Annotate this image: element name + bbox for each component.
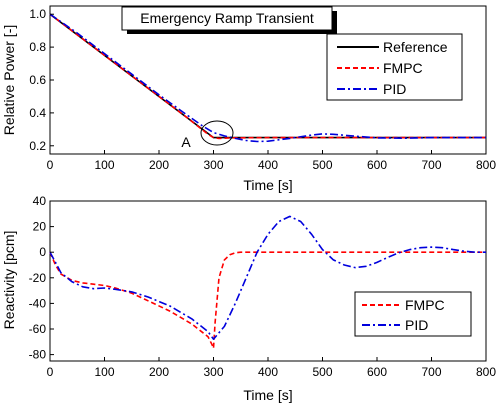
bot-y-tick-label: 0 xyxy=(39,245,46,259)
top-legend: Reference FMPC PID xyxy=(326,33,463,101)
bot-x-tick-label: 700 xyxy=(421,365,441,379)
top-y-tick-label: 0.6 xyxy=(29,73,46,87)
top-legend-fmpc-label: FMPC xyxy=(383,60,423,76)
bottom-x-axis-label: Time [s] xyxy=(243,387,292,403)
top-x-tick-label: 300 xyxy=(203,158,223,172)
bottom-series-group xyxy=(49,215,486,350)
top-tick-group: 0 100 200 300 400 500 600 700 800 0.2 0.4 0.6 0.8 1.0 xyxy=(29,7,496,172)
bot-x-tick-label: 0 xyxy=(47,365,54,379)
top-x-tick-label: 700 xyxy=(421,158,441,172)
top-y-tick-label: 0.8 xyxy=(29,40,46,54)
top-y-tick-label: 0.2 xyxy=(29,139,46,153)
bottom-legend-fmpc-label: FMPC xyxy=(405,297,445,313)
top-legend-pid-label: PID xyxy=(383,81,406,97)
top-series-pid-line xyxy=(49,13,486,143)
bottom-chart: 0 100 200 300 400 500 600 700 800 -80 -60 -40 -20 0 20… xyxy=(1,194,496,403)
top-x-axis-label: Time [s] xyxy=(243,177,292,193)
top-x-tick-label: 400 xyxy=(258,158,278,172)
top-x-tick-label: 100 xyxy=(94,158,114,172)
bot-y-tick-label: 40 xyxy=(33,194,47,208)
bot-y-tick-label: -60 xyxy=(29,322,47,336)
bottom-y-axis-label: Reactivity [pcm] xyxy=(1,231,17,330)
bot-x-tick-label: 800 xyxy=(476,365,496,379)
top-chart: 0 100 200 300 400 500 600 700 800 0.2 0.4 0.6 0.8 1.0… xyxy=(1,5,496,193)
bottom-tick-group: 0 100 200 300 400 500 600 700 800 -80 -60 -40 -20 0 20… xyxy=(29,194,497,379)
bottom-legend-box xyxy=(354,291,472,337)
bot-x-tick-label: 100 xyxy=(94,365,114,379)
top-x-tick-label: 200 xyxy=(149,158,169,172)
annotation-label: A xyxy=(181,134,191,150)
top-y-tick-label: 1.0 xyxy=(29,7,46,21)
bot-series-pid-line xyxy=(49,215,486,341)
top-x-tick-label: 600 xyxy=(367,158,387,172)
bottom-legend: FMPC PID xyxy=(354,291,472,337)
bot-y-tick-label: -40 xyxy=(29,296,47,310)
top-legend-reference-label: Reference xyxy=(383,39,448,55)
bot-x-tick-label: 600 xyxy=(367,365,387,379)
bot-x-tick-label: 400 xyxy=(258,365,278,379)
bot-y-tick-label: -80 xyxy=(29,348,47,362)
top-chart-title: Emergency Ramp Transient xyxy=(140,10,314,26)
bot-x-tick-label: 500 xyxy=(312,365,332,379)
bot-x-tick-label: 300 xyxy=(203,365,223,379)
annotation-circle xyxy=(200,120,234,146)
bottom-legend-pid-label: PID xyxy=(405,317,428,333)
bot-series-fmpc-line xyxy=(49,251,486,350)
top-x-tick-label: 500 xyxy=(312,158,332,172)
bot-y-tick-label: 20 xyxy=(33,220,47,234)
top-y-tick-label: 0.4 xyxy=(29,106,46,120)
top-series-group xyxy=(49,13,486,143)
bottom-plot-area xyxy=(49,200,487,362)
top-y-axis-label: Relative Power [-] xyxy=(1,25,17,135)
top-title-box xyxy=(121,6,333,31)
bot-y-tick-label: -20 xyxy=(29,271,47,285)
top-x-tick-label: 0 xyxy=(47,158,54,172)
top-series-fmpc-line xyxy=(49,13,486,140)
top-x-tick-label: 800 xyxy=(476,158,496,172)
bot-x-tick-label: 200 xyxy=(149,365,169,379)
